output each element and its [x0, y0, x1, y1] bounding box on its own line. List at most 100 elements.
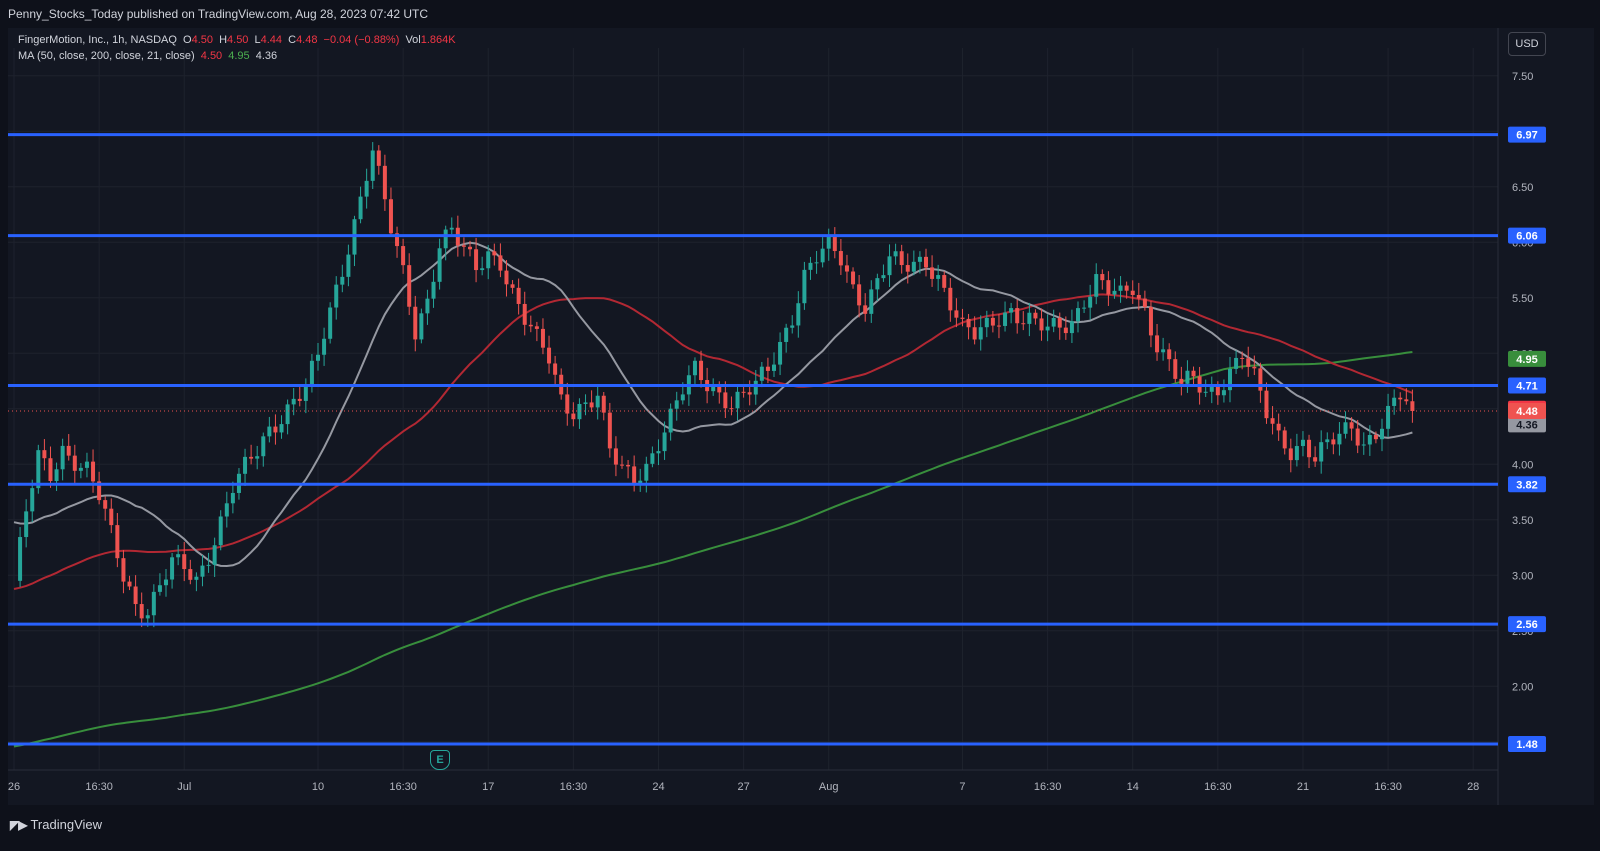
- candle-body: [504, 270, 509, 285]
- symbol-label[interactable]: FingerMotion, Inc., 1h, NASDAQ: [18, 34, 177, 46]
- candle-body: [291, 398, 296, 405]
- candle-body: [224, 503, 229, 517]
- candle-body: [662, 432, 667, 452]
- candle-body: [103, 500, 108, 509]
- currency-button[interactable]: USD: [1508, 32, 1546, 56]
- candle-body: [84, 461, 89, 468]
- candle-body: [1373, 435, 1378, 440]
- candle-body: [212, 545, 217, 565]
- candle-body: [1167, 349, 1172, 360]
- candle-body: [1112, 290, 1117, 295]
- candle-body: [1039, 318, 1044, 331]
- candle-body: [1100, 274, 1105, 281]
- candle-body: [984, 317, 989, 328]
- candle-body: [170, 557, 175, 580]
- candle-body: [1130, 290, 1135, 295]
- candle-body: [905, 265, 910, 272]
- candle-body: [1410, 401, 1415, 411]
- candle-body: [522, 303, 527, 325]
- candle-body: [626, 464, 631, 467]
- candle-body: [759, 366, 764, 381]
- last-price-badge: [1508, 402, 1546, 419]
- earnings-marker-icon[interactable]: E: [430, 750, 450, 770]
- x-tick-label: 21: [1297, 781, 1309, 793]
- candle-body: [790, 325, 795, 328]
- price-chart[interactable]: 7.507.006.506.005.505.004.504.003.503.00…: [8, 28, 1594, 805]
- candle-body: [36, 450, 41, 489]
- candle-body: [334, 284, 339, 308]
- candle-body: [972, 327, 977, 340]
- candle-body: [1069, 321, 1074, 334]
- x-tick-label: Jul: [177, 781, 191, 793]
- volume-label: Vol: [405, 34, 421, 46]
- close-label: C: [288, 34, 297, 46]
- candle-body: [1057, 318, 1062, 328]
- ma-label[interactable]: MA (50, close, 200, close, 21, close): [18, 50, 195, 62]
- candle-body: [534, 326, 539, 329]
- close-value: 4.48: [296, 34, 318, 46]
- candle-body: [601, 395, 606, 413]
- ma-value-badge: [1508, 416, 1546, 433]
- candle-body: [887, 256, 892, 276]
- x-tick-label: 7: [959, 781, 965, 793]
- candle-body: [516, 287, 521, 304]
- low-value: 4.44: [260, 34, 283, 46]
- candle-body: [583, 402, 588, 404]
- tradingview-logo[interactable]: ◤▶ TradingView: [10, 817, 102, 832]
- price-level-badge: [1508, 616, 1546, 633]
- x-tick-label: 27: [737, 781, 749, 793]
- candle-body: [1191, 370, 1196, 377]
- candle-body: [1240, 357, 1245, 359]
- x-tick-label: 16:30: [1034, 781, 1062, 793]
- candle-body: [1003, 312, 1008, 326]
- price-level-badge-label: 6.06: [1516, 231, 1537, 243]
- candle-body: [206, 564, 211, 566]
- candle-body: [407, 265, 412, 307]
- ohlc-legend: FingerMotion, Inc., 1h, NASDAQ O4.50 H4.…: [18, 34, 459, 46]
- open-value: 4.50: [191, 34, 213, 46]
- candle-body: [1015, 308, 1020, 324]
- price-level-badge: [1508, 377, 1546, 394]
- chart-panel[interactable]: 7.507.006.506.005.505.004.504.003.503.00…: [8, 28, 1594, 805]
- candle-body: [613, 448, 618, 465]
- candle-body: [431, 281, 436, 299]
- candle-body: [309, 360, 314, 386]
- footer-brand: TradingView: [30, 817, 103, 832]
- publisher-bar: Penny_Stocks_Today published on TradingV…: [0, 0, 1600, 28]
- ma21-value: 4.36: [255, 50, 278, 62]
- candle-body: [1325, 439, 1330, 443]
- candle-body: [510, 284, 515, 288]
- candle-body: [1082, 307, 1087, 309]
- candle-body: [1021, 323, 1026, 325]
- x-tick-label: 17: [482, 781, 494, 793]
- candle-body: [942, 275, 947, 288]
- candle-body: [1361, 444, 1366, 446]
- candle-body: [443, 229, 448, 249]
- candle-body: [650, 453, 655, 464]
- candle-body: [1203, 391, 1208, 393]
- y-tick-label: 5.50: [1512, 293, 1533, 305]
- x-tick-label: 16:30: [560, 781, 588, 793]
- candle-body: [78, 467, 83, 471]
- candle-body: [863, 305, 868, 314]
- candle-body: [1404, 399, 1409, 402]
- high-value: 4.50: [227, 34, 249, 46]
- candle-body: [1282, 430, 1287, 449]
- candle-body: [1161, 349, 1166, 353]
- candle-body: [528, 324, 533, 327]
- candle-body: [1380, 428, 1384, 440]
- candle-body: [960, 317, 965, 319]
- candle-body: [279, 424, 284, 433]
- candle-body: [1319, 442, 1324, 462]
- candle-body: [401, 246, 406, 266]
- candle-body: [753, 380, 758, 395]
- candle-body: [1307, 439, 1312, 458]
- candle-body: [796, 303, 801, 326]
- ma50-line: [13, 293, 1413, 590]
- candle-body: [729, 408, 734, 410]
- candle-body: [1367, 435, 1372, 445]
- candle-body: [802, 269, 807, 304]
- candle-body: [1288, 448, 1293, 461]
- candle-body: [176, 554, 181, 558]
- x-tick-label: 16:30: [1374, 781, 1402, 793]
